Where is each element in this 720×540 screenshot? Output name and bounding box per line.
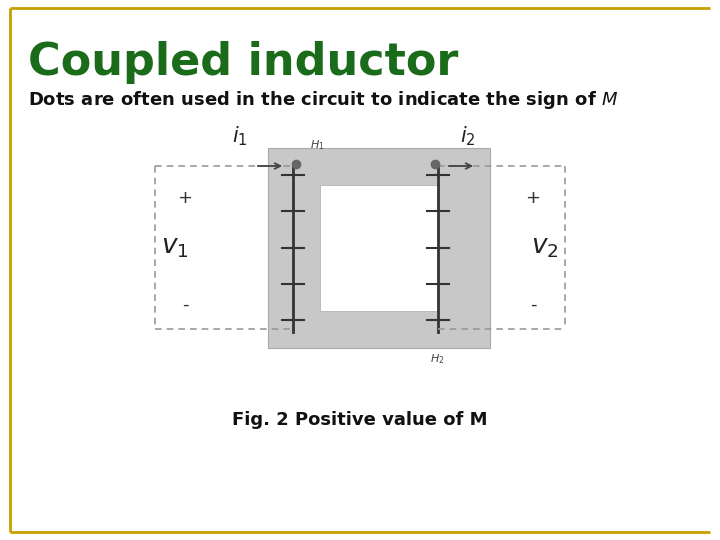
Text: $v_1$: $v_1$ (161, 235, 189, 260)
Text: $H_2$: $H_2$ (430, 352, 444, 366)
Text: $H_1$: $H_1$ (310, 138, 325, 152)
Text: -: - (530, 296, 536, 314)
Text: $i_1$: $i_1$ (232, 124, 248, 148)
Text: Fig. 2 Positive value of M: Fig. 2 Positive value of M (233, 411, 487, 429)
Text: Coupled inductor: Coupled inductor (28, 40, 459, 84)
Bar (320, 185, 438, 311)
Text: $v_2$: $v_2$ (531, 235, 559, 260)
Text: Dots are often used in the circuit to indicate the sign of $M$: Dots are often used in the circuit to in… (28, 89, 618, 111)
Text: +: + (526, 189, 541, 207)
Bar (268, 148, 490, 348)
Text: +: + (178, 189, 192, 207)
Text: $i_2$: $i_2$ (460, 124, 476, 148)
Text: -: - (181, 296, 188, 314)
